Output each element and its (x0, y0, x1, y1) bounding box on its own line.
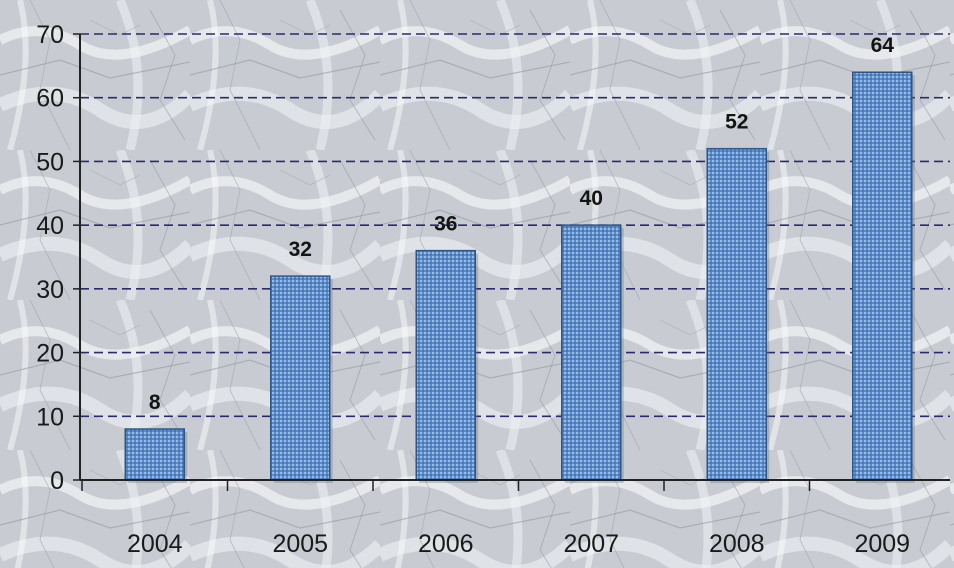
bar (124, 428, 185, 481)
y-tick-label: 20 (36, 340, 64, 368)
y-tick-label: 10 (36, 403, 64, 431)
data-label: 64 (871, 34, 895, 57)
labels: 0 10 20 30 40 50 60 70 8 2004 32 2005 36 2006 40 2007 52… (36, 21, 910, 558)
y-tick-label: 60 (36, 85, 64, 113)
x-tick-label: 2007 (563, 530, 619, 558)
x-tick-label: 2004 (127, 530, 183, 558)
x-tick-label: 2009 (854, 530, 910, 558)
bars (124, 71, 915, 483)
data-label: 52 (725, 111, 748, 134)
bar (270, 275, 331, 481)
data-label: 8 (149, 391, 161, 414)
y-tick-label: 50 (36, 148, 64, 176)
gridlines (80, 33, 950, 418)
x-tick-label: 2005 (272, 530, 328, 558)
x-tick-label: 2008 (709, 530, 765, 558)
bar (561, 224, 622, 481)
y-tick-label: 30 (36, 276, 64, 304)
bar (415, 249, 476, 481)
data-label: 40 (580, 187, 603, 210)
bar (852, 71, 913, 481)
axes (73, 33, 950, 491)
y-tick-label: 40 (36, 212, 64, 240)
data-label: 36 (434, 213, 457, 236)
data-label: 32 (289, 238, 312, 261)
y-tick-label: 0 (50, 467, 64, 495)
bar (706, 147, 767, 481)
y-tick-label: 70 (36, 21, 64, 49)
x-tick-label: 2006 (418, 530, 474, 558)
